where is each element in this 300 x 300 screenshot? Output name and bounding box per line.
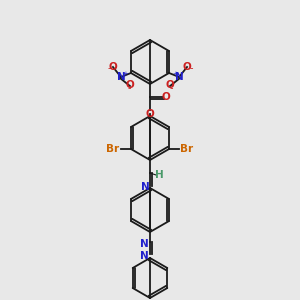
Text: O: O (146, 109, 154, 119)
Text: O: O (126, 80, 134, 90)
Text: -: - (189, 63, 193, 73)
Text: N: N (140, 251, 148, 261)
Text: -: - (127, 83, 131, 93)
Text: Br: Br (181, 144, 194, 154)
Text: N: N (175, 72, 183, 82)
Text: O: O (183, 62, 191, 72)
Text: -: - (107, 63, 111, 73)
Text: N: N (117, 72, 125, 82)
Text: +: + (172, 71, 178, 77)
Text: N: N (140, 239, 148, 249)
Text: N: N (141, 182, 149, 192)
Text: O: O (166, 80, 174, 90)
Text: Br: Br (106, 144, 119, 154)
Text: H: H (154, 170, 164, 180)
Text: O: O (162, 92, 170, 102)
Text: O: O (109, 62, 117, 72)
Text: +: + (122, 71, 128, 77)
Text: -: - (169, 83, 173, 93)
